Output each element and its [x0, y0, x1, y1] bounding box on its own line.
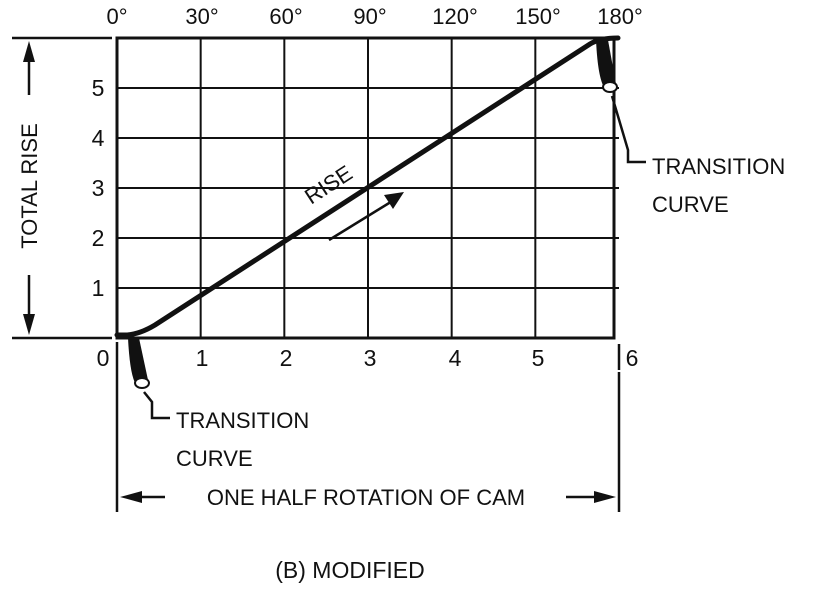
- degree-label-60: 60°: [269, 4, 302, 29]
- left-transition-pointer: [128, 338, 148, 388]
- arrowhead-down-icon: [23, 314, 35, 335]
- plot-frame: [115, 36, 616, 340]
- x-tick-label-0: 0: [97, 345, 110, 371]
- y-tick-label-1: 1: [92, 275, 105, 301]
- right-transition-marker: [602, 81, 618, 93]
- right-transition-leader: [610, 95, 646, 164]
- figure-caption: (B) MODIFIED: [275, 557, 425, 583]
- x-tick-label-4: 4: [449, 345, 462, 371]
- transition-left-line1: TRANSITION: [176, 408, 309, 433]
- rise-arrow-shaft: [328, 198, 395, 242]
- arrowhead-left-icon: [120, 491, 142, 503]
- x-tick-label-5: 5: [532, 345, 545, 371]
- transition-right-line1: TRANSITION: [652, 154, 785, 179]
- degree-label-90: 90°: [353, 4, 386, 29]
- x-tick-label-6: 6: [626, 345, 639, 371]
- degree-label-150: 150°: [515, 4, 561, 29]
- total-rise-label: TOTAL RISE: [17, 123, 42, 249]
- right-transition-pointer: [596, 40, 616, 92]
- arrowhead-right-icon: [594, 491, 616, 503]
- y-tick-label-3: 3: [92, 175, 105, 201]
- left-transition-leader: [143, 391, 170, 420]
- transition-left-line2: CURVE: [176, 446, 253, 471]
- displacement-curve: [114, 35, 621, 338]
- arrowhead-up-icon: [23, 41, 35, 62]
- degree-label-120: 120°: [432, 4, 478, 29]
- y-tick-label-2: 2: [92, 225, 105, 251]
- degree-label-0: 0°: [106, 4, 127, 29]
- left-transition-marker: [134, 377, 150, 389]
- degree-label-30: 30°: [185, 4, 218, 29]
- total-rise-dimension: [12, 36, 112, 340]
- x-tick-label-1: 1: [196, 345, 209, 371]
- rotation-label: ONE HALF ROTATION OF CAM: [207, 485, 525, 510]
- degree-label-180: 180°: [597, 4, 643, 29]
- x-tick-label-3: 3: [364, 345, 377, 371]
- rise-arrow-icon: [384, 192, 404, 209]
- x-tick-label-2: 2: [280, 345, 293, 371]
- transition-right-line2: CURVE: [652, 192, 729, 217]
- y-tick-label-4: 4: [92, 125, 105, 151]
- y-tick-label-5: 5: [92, 75, 105, 101]
- grid: [117, 38, 619, 338]
